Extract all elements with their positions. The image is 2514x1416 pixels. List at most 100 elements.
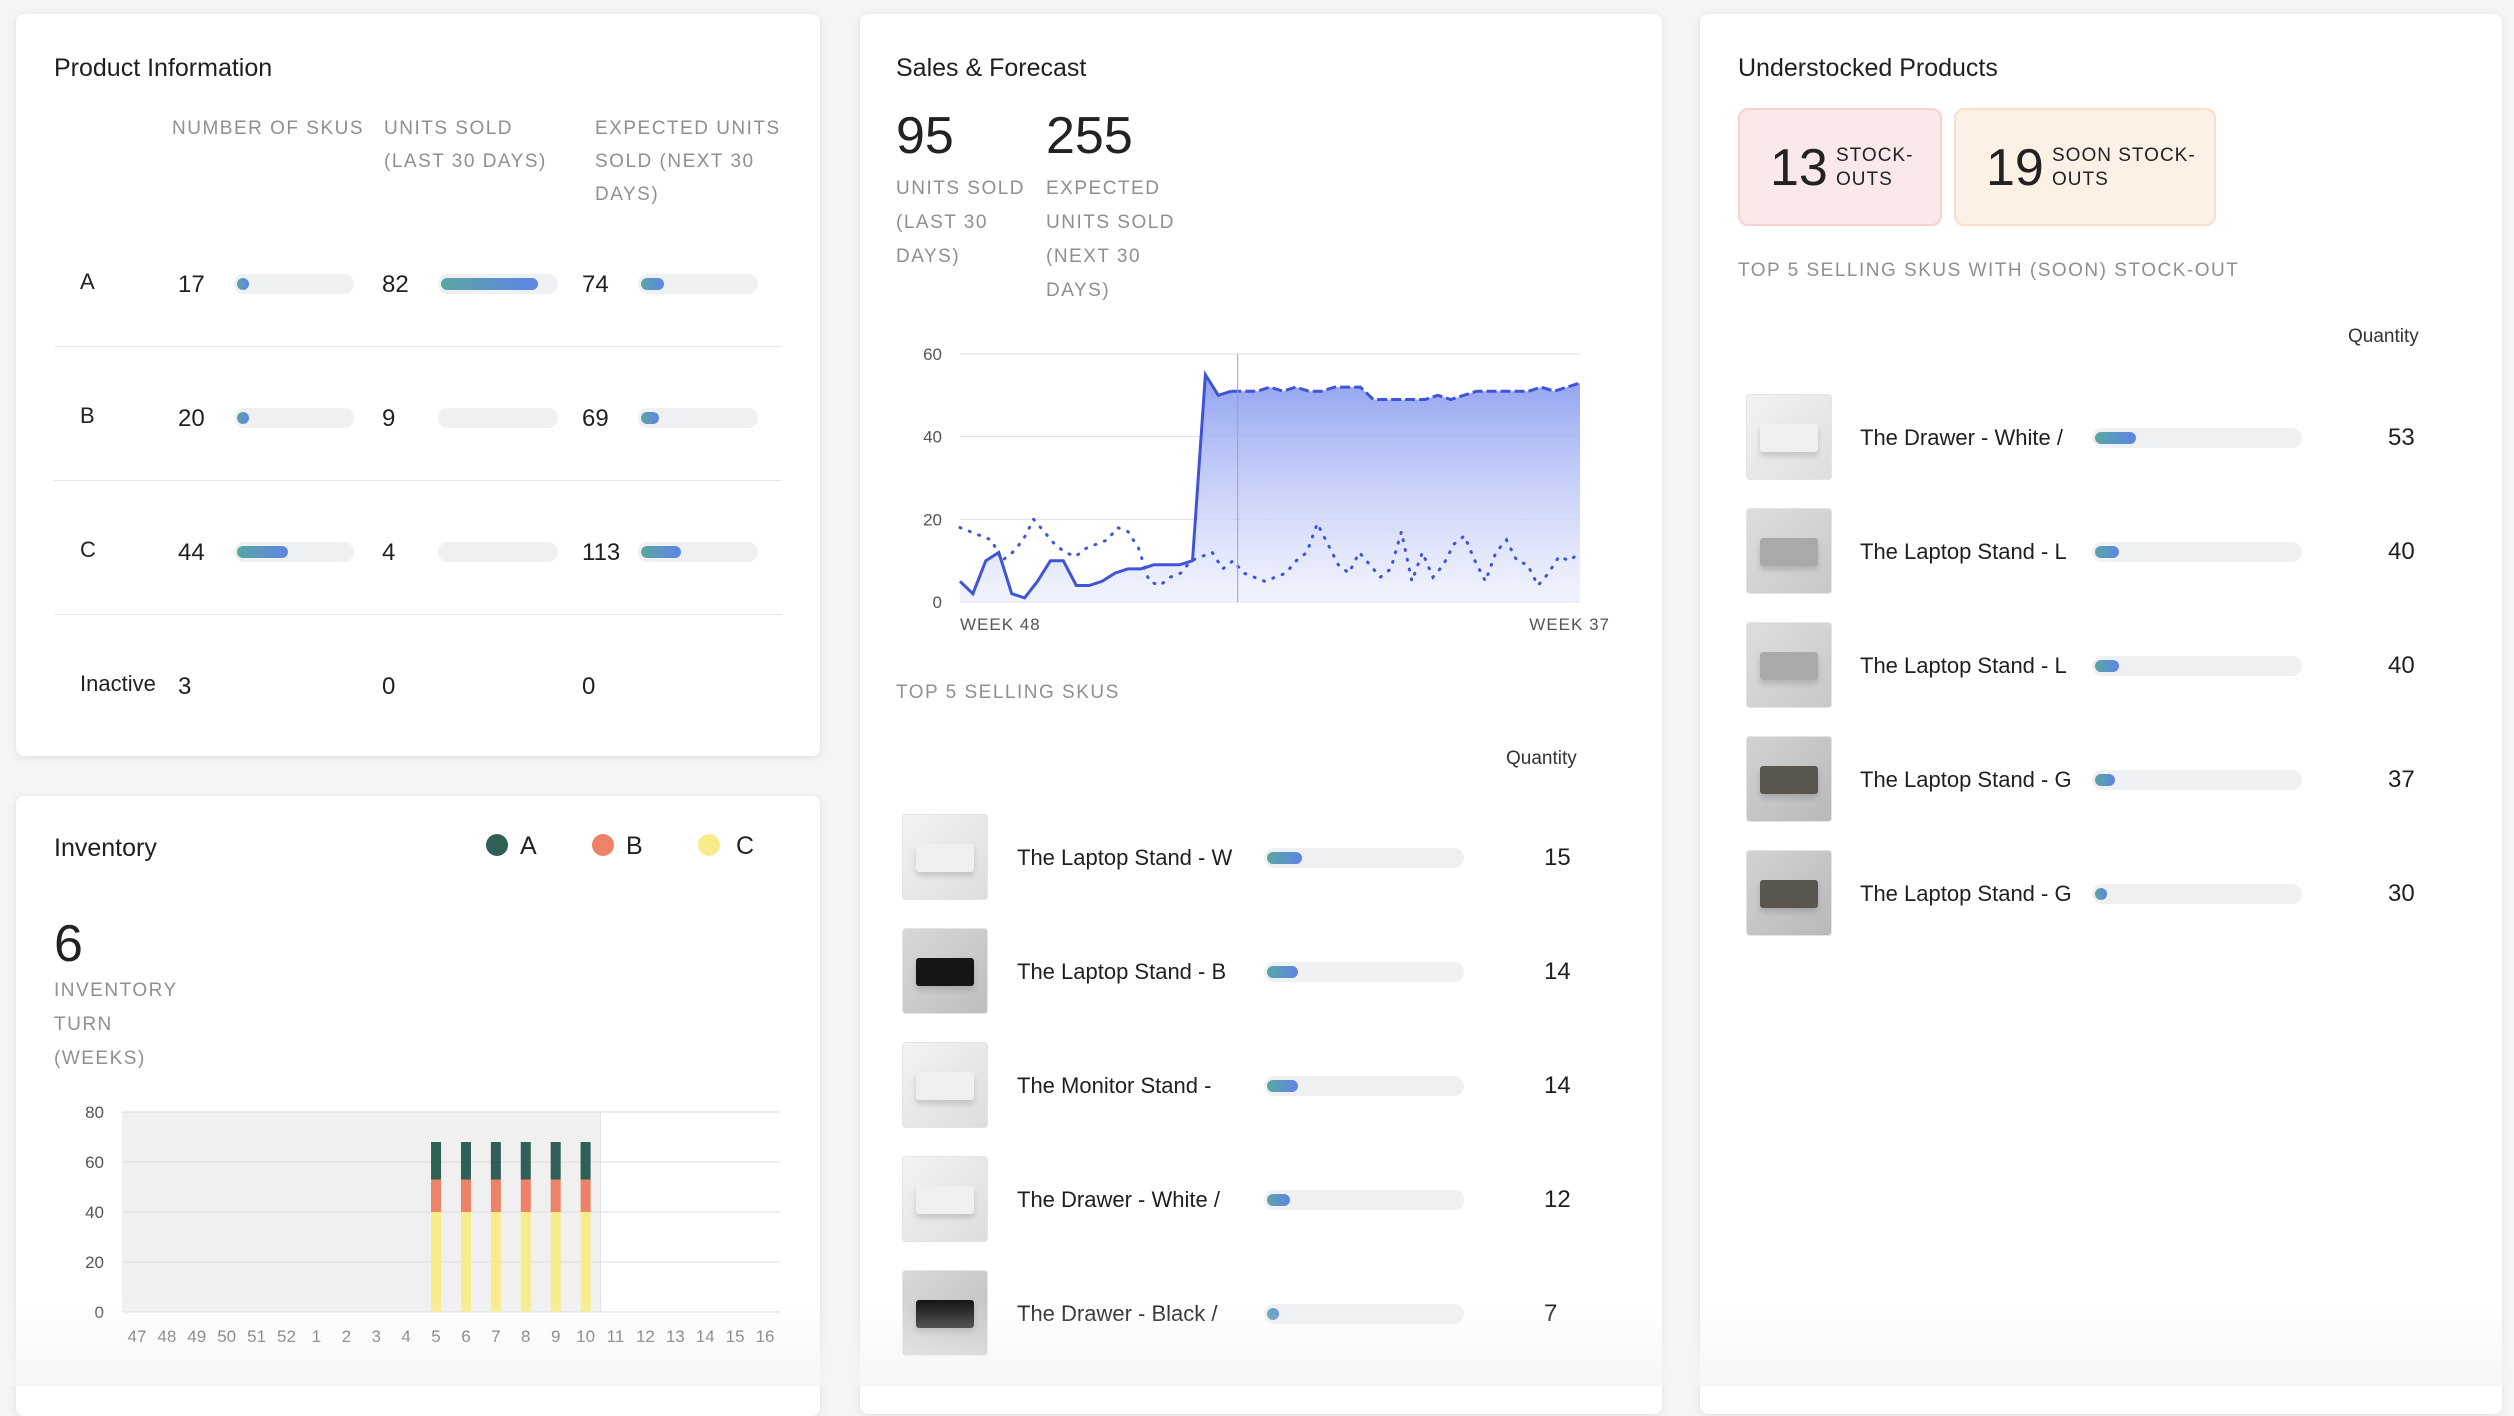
product-image xyxy=(916,958,974,986)
row-label: C xyxy=(80,537,96,562)
y-tick-label: 40 xyxy=(923,428,942,447)
row-sold-value: 82 xyxy=(382,271,409,298)
legend-dot-c xyxy=(698,834,720,856)
product-thumbnail[interactable] xyxy=(1746,622,1832,708)
legend-dot-b xyxy=(592,834,614,856)
row-label: B xyxy=(80,403,95,428)
row-expected-bar xyxy=(638,542,758,562)
bar-b-8 xyxy=(520,1179,531,1212)
product-thumbnail[interactable] xyxy=(1746,508,1832,594)
product-thumbnail[interactable] xyxy=(1746,736,1832,822)
quantity-bar xyxy=(2092,884,2302,904)
bar-a-10 xyxy=(580,1142,591,1180)
bar-b-9 xyxy=(550,1179,561,1212)
product-quantity: 12 xyxy=(1544,1186,1571,1213)
row-skus-value: 44 xyxy=(178,539,205,566)
bar-b-10 xyxy=(580,1179,591,1212)
product-name[interactable]: The Laptop Stand - L xyxy=(1860,539,2067,564)
quantity-header: Quantity xyxy=(1506,748,1577,769)
inventory-turn-value: 6 xyxy=(54,915,83,973)
row-sold-value: 4 xyxy=(382,539,396,566)
product-image xyxy=(1760,766,1818,794)
y-tick-label: 60 xyxy=(923,345,942,364)
units-sold-value: 95 xyxy=(896,107,954,165)
stock-outs-badge[interactable]: 13 STOCK-OUTS xyxy=(1738,108,1942,226)
understocked-products-card: Understocked Products 13 STOCK-OUTS 19 S… xyxy=(1700,14,2502,1414)
bar-fill xyxy=(2095,546,2120,558)
bar-fill xyxy=(237,546,289,558)
stock-outs-value: 13 xyxy=(1770,139,1828,197)
product-quantity: 30 xyxy=(2388,880,2415,907)
product-quantity: 14 xyxy=(1544,958,1571,985)
sales-forecast-chart: 0 20 40 60 WEEK 48 WEEK 37 xyxy=(923,345,1609,634)
quantity-bar xyxy=(1264,1190,1464,1210)
row-skus-bar xyxy=(234,542,354,562)
product-name[interactable]: The Laptop Stand - L xyxy=(1860,653,2067,678)
header-units-sold: UNITS SOLD (LAST 30 DAYS) xyxy=(384,118,547,172)
bar-fill xyxy=(2095,660,2120,672)
product-image xyxy=(1760,880,1818,908)
product-quantity: 15 xyxy=(1544,844,1571,871)
row-skus-value: 3 xyxy=(178,673,192,700)
product-name[interactable]: The Laptop Stand - B xyxy=(1017,959,1227,984)
product-thumbnail[interactable] xyxy=(1746,850,1832,936)
row-sold-value: 9 xyxy=(382,405,396,432)
bar-fill xyxy=(2095,432,2136,444)
y-tick-label: 60 xyxy=(85,1153,104,1172)
row-divider xyxy=(54,614,782,615)
product-quantity: 37 xyxy=(2388,766,2415,793)
quantity-bar xyxy=(1264,1076,1464,1096)
product-name[interactable]: The Laptop Stand - G xyxy=(1860,881,2072,906)
product-name[interactable]: The Drawer - White / xyxy=(1860,425,2063,450)
bar-b-7 xyxy=(490,1179,501,1212)
product-name[interactable]: The Laptop Stand - G xyxy=(1860,767,2072,792)
legend-label-b: B xyxy=(626,832,643,860)
row-divider xyxy=(54,346,782,347)
product-quantity: 14 xyxy=(1544,1072,1571,1099)
bar-fill xyxy=(1267,966,1299,978)
product-image xyxy=(916,1186,974,1214)
product-thumbnail[interactable] xyxy=(902,1042,988,1128)
product-name[interactable]: The Laptop Stand - W xyxy=(1017,845,1233,870)
product-image xyxy=(916,844,974,872)
row-skus-bar xyxy=(234,408,354,428)
bar-c-6 xyxy=(460,1212,471,1312)
row-expected-value: 69 xyxy=(582,405,609,432)
product-image xyxy=(916,1072,974,1100)
product-name[interactable]: The Monitor Stand - xyxy=(1017,1073,1212,1098)
quantity-bar xyxy=(1264,962,1464,982)
row-sold-bar xyxy=(438,408,558,428)
soon-stock-outs-badge[interactable]: 19 SOON STOCK-OUTS xyxy=(1954,108,2216,226)
product-thumbnail[interactable] xyxy=(902,1156,988,1242)
y-tick-label: 20 xyxy=(923,510,942,529)
row-expected-bar xyxy=(638,274,758,294)
stock-outs-label: STOCK-OUTS xyxy=(1836,145,1914,190)
sales-forecast-card: Sales & Forecast 95 UNITS SOLD (LAST 30 … xyxy=(860,14,1662,1414)
inventory-chart: 0204060804748495051521234567891011121314… xyxy=(85,1103,780,1346)
bar-c-10 xyxy=(580,1212,591,1312)
product-information-card: Product Information NUMBER OF SKUS UNITS… xyxy=(16,14,820,756)
bar-c-9 xyxy=(550,1212,561,1312)
top-selling-label: TOP 5 SELLING SKUS xyxy=(896,682,1120,703)
product-thumbnail[interactable] xyxy=(902,814,988,900)
x-start-label: WEEK 48 xyxy=(960,615,1041,634)
row-skus-bar xyxy=(234,274,354,294)
bar-a-8 xyxy=(520,1142,531,1180)
product-thumbnail[interactable] xyxy=(902,928,988,1014)
quantity-bar xyxy=(2092,428,2302,448)
product-name[interactable]: The Drawer - White / xyxy=(1017,1187,1220,1212)
product-thumbnail[interactable] xyxy=(1746,394,1832,480)
product-image xyxy=(1760,538,1818,566)
bar-fill xyxy=(641,412,660,424)
expected-units-label: EXPECTED UNITS SOLD (NEXT 30 DAYS) xyxy=(1046,178,1176,301)
card-title: Product Information xyxy=(54,54,273,82)
bar-fill xyxy=(641,278,664,290)
bar-a-5 xyxy=(431,1142,442,1180)
bar-fill xyxy=(1267,1194,1291,1206)
soon-stock-outs-value: 19 xyxy=(1986,139,2044,197)
legend-dot-a xyxy=(486,834,508,856)
row-skus-value: 20 xyxy=(178,405,205,432)
legend-label-c: C xyxy=(736,832,755,860)
bar-fill xyxy=(237,412,249,424)
product-quantity: 40 xyxy=(2388,652,2415,679)
